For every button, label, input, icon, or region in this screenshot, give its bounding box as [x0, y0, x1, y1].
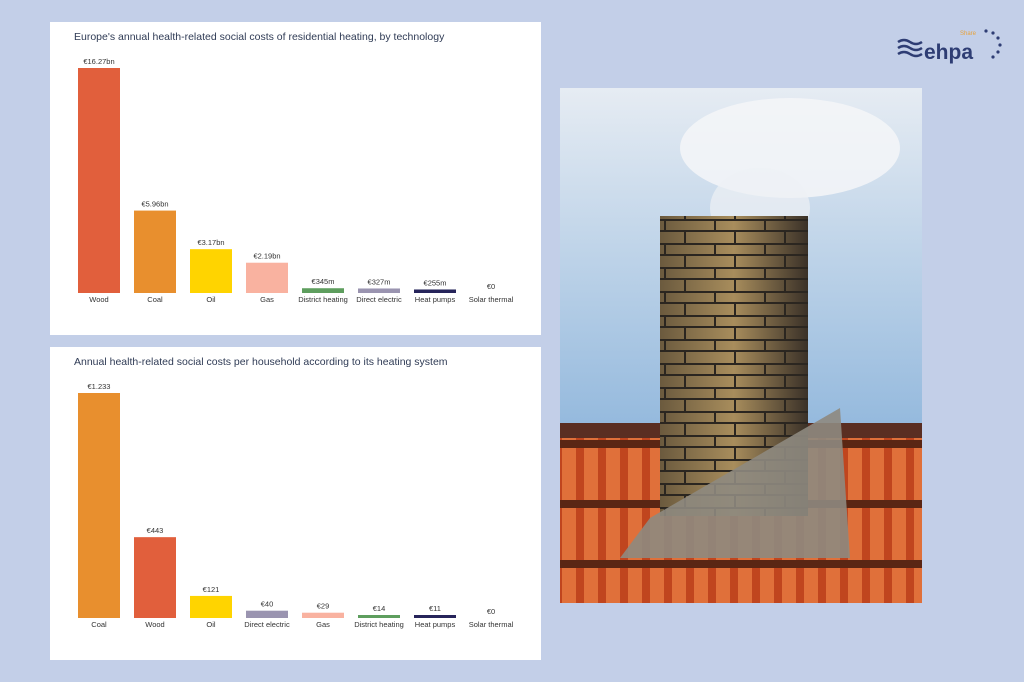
data-label: €255m — [424, 278, 447, 287]
chart-title: Annual health-related social costs per h… — [74, 356, 448, 368]
data-label: €5.96bn — [141, 200, 168, 209]
category-label: Solar thermal — [469, 620, 514, 629]
category-label: Gas — [316, 620, 330, 629]
data-label: €1.233 — [88, 382, 111, 391]
bar-oil — [190, 595, 232, 618]
bar-gas — [246, 262, 288, 293]
chart-panel-household-costs: Annual health-related social costs per h… — [50, 347, 541, 660]
category-label: Solar thermal — [469, 295, 514, 304]
category-label: Heat pumps — [415, 295, 456, 304]
bar-chart-total-costs: €16.27bn Wood €5.96bn Coal €3.17bn Oil €2.19bn… — [78, 57, 514, 304]
chimney-photo — [560, 88, 922, 603]
logo-text: ehpa — [924, 41, 973, 64]
category-label: District heating — [298, 295, 348, 304]
category-label: Coal — [147, 295, 163, 304]
bar-oil — [190, 249, 232, 293]
category-label: Direct electric — [244, 620, 290, 629]
data-label: €16.27bn — [83, 57, 114, 66]
bar-wood — [78, 68, 120, 293]
category-label: Wood — [89, 295, 108, 304]
data-label: €443 — [147, 526, 164, 535]
stars-icon — [984, 29, 1002, 59]
data-label: €345m — [312, 277, 335, 286]
data-label: €121 — [203, 585, 220, 594]
bar-district-heating — [358, 615, 400, 618]
bar-wood — [134, 537, 176, 618]
category-label: Oil — [206, 620, 216, 629]
category-label: District heating — [354, 620, 404, 629]
bar-heat-pumps — [414, 289, 456, 293]
bar-direct-electric — [358, 288, 400, 293]
data-label: €3.17bn — [197, 238, 224, 247]
data-label: €327m — [368, 277, 391, 286]
bar-heat-pumps — [414, 615, 456, 618]
category-label: Coal — [91, 620, 107, 629]
ehpa-logo: ehpa Share — [896, 26, 1006, 66]
bar-coal — [134, 210, 176, 293]
bar-district-heating — [302, 288, 344, 293]
bar-chart-household-costs: €1.233 Coal €443 Wood €121 Oil €40 Direct elect… — [78, 382, 514, 629]
logo-tag: Share — [960, 31, 977, 37]
bar-direct-electric — [246, 610, 288, 618]
data-label: €0 — [487, 282, 495, 291]
data-label: €11 — [429, 604, 441, 613]
bar-coal — [78, 393, 120, 618]
data-label: €2.19bn — [253, 252, 280, 261]
category-label: Oil — [206, 295, 216, 304]
data-label: €14 — [373, 604, 386, 613]
data-label: €29 — [317, 602, 330, 611]
category-label: Wood — [145, 620, 164, 629]
chart-title: Europe's annual health-related social co… — [74, 31, 445, 43]
data-label: €40 — [261, 600, 274, 609]
chart-panel-total-costs: Europe's annual health-related social co… — [50, 22, 541, 335]
category-label: Heat pumps — [415, 620, 456, 629]
category-label: Gas — [260, 295, 274, 304]
bar-gas — [302, 612, 344, 618]
data-label: €0 — [487, 607, 495, 616]
category-label: Direct electric — [356, 295, 402, 304]
